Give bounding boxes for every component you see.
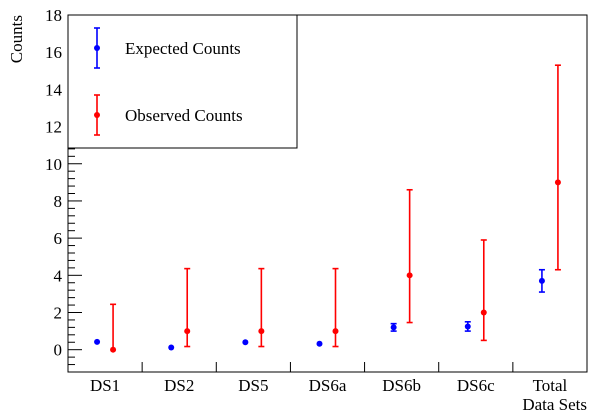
x-tick-label: DS6a (309, 376, 347, 395)
data-point (94, 338, 101, 345)
y-tick-label: 16 (45, 43, 62, 62)
data-point (390, 324, 397, 331)
y-axis-label: Counts (7, 15, 26, 63)
x-axis-label: Data Sets (522, 395, 587, 414)
legend-box (67, 14, 298, 149)
data-point (168, 344, 175, 351)
y-tick-label: 10 (45, 155, 62, 174)
legend: Expected Counts Observed Counts (67, 14, 298, 149)
y-tick-label: 12 (45, 118, 62, 137)
x-tick-label: DS1 (90, 376, 120, 395)
x-tick-label: DS6b (382, 376, 421, 395)
series-1 (110, 64, 561, 353)
data-point (316, 340, 323, 347)
x-tick-label: DS5 (238, 376, 268, 395)
data-point (406, 272, 413, 279)
x-tick-label: Total (533, 376, 568, 395)
legend-marker (94, 112, 100, 118)
data-point (554, 179, 561, 186)
legend-label: Expected Counts (125, 39, 241, 58)
legend-label: Observed Counts (125, 106, 243, 125)
data-point (110, 346, 117, 353)
y-tick-label: 8 (54, 192, 63, 211)
y-tick-label: 2 (54, 304, 63, 323)
data-point (258, 328, 265, 335)
legend-marker (94, 45, 100, 51)
data-point (242, 339, 249, 346)
series-0 (94, 268, 545, 351)
y-tick-label: 14 (45, 80, 63, 99)
x-tick-label: DS6c (457, 376, 495, 395)
y-tick-label: 18 (45, 6, 62, 25)
axes: 0 2 4 6 8 10 12 14 16 18 DS1 DS2 DS5 DS6a DS6b DS6c Tota… (45, 6, 588, 395)
y-tick-label: 0 (54, 341, 63, 360)
data-point (184, 328, 191, 335)
data-point (480, 309, 487, 316)
data-point (464, 323, 471, 330)
y-tick-label: 4 (54, 266, 63, 285)
data-point (332, 328, 339, 335)
series-layer (94, 64, 561, 353)
data-point (538, 277, 545, 284)
x-tick-label: DS2 (164, 376, 194, 395)
y-tick-label: 6 (54, 229, 63, 248)
